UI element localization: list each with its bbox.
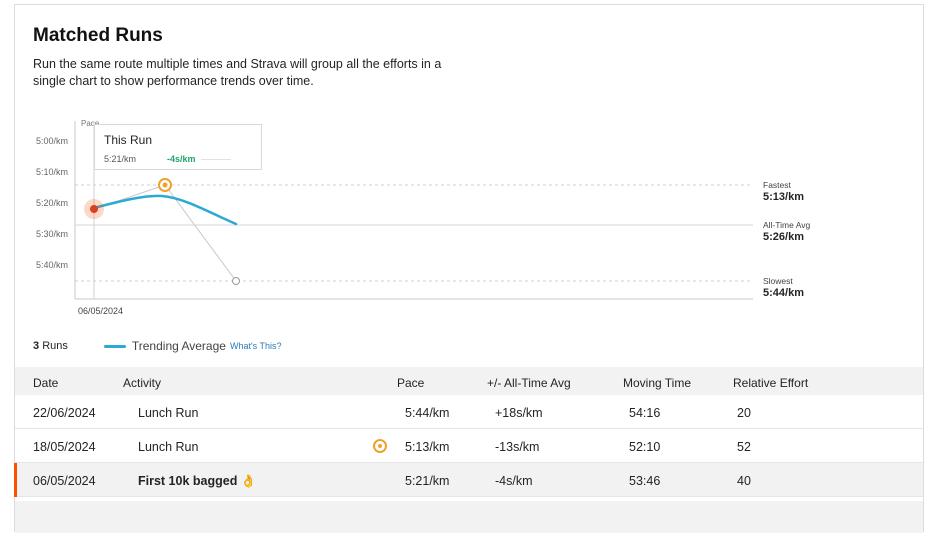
header-moving-time[interactable]: Moving Time (623, 376, 692, 390)
row-diff: -13s/km (495, 440, 540, 454)
run-count: 3 Runs (33, 340, 68, 352)
reference-label: All-Time Avg (763, 220, 811, 230)
slowest-point (232, 277, 240, 285)
whats-this-link[interactable]: What's This? (229, 341, 282, 351)
row-moving-time: 52:10 (629, 440, 661, 454)
y-tick-label: 5:10/km (36, 167, 68, 177)
tooltip-divider (201, 159, 231, 160)
y-tick-label: 5:20/km (36, 198, 68, 208)
table-row[interactable]: 18/05/2024 Lunch Run 5:13/km -13s/km 52:… (15, 429, 923, 463)
row-date: 06/05/2024 (33, 474, 96, 488)
reference-value: 5:26/km (763, 231, 804, 243)
reference-label: Slowest (763, 276, 793, 286)
table-header: Date Activity Pace +/- All-Time Avg Movi… (15, 367, 923, 395)
pace-chart: Pace 5:00/km 5:10/km 5:20/km 5:30/km 5:40/km… (36, 119, 811, 316)
row-activity-link[interactable]: Lunch Run (138, 440, 199, 454)
row-moving-time: 53:46 (629, 474, 661, 488)
trend-label: Trending Average (131, 339, 226, 353)
header-relative-effort[interactable]: Relative Effort (733, 376, 809, 390)
selected-indicator (14, 463, 17, 497)
row-diff: +18s/km (495, 406, 543, 420)
run-points (84, 178, 240, 285)
reference-lines (75, 184, 753, 282)
trend-swatch (103, 344, 126, 348)
point-connector (93, 184, 237, 282)
row-relative-effort: 20 (737, 406, 751, 420)
row-date: 18/05/2024 (33, 440, 96, 454)
description: Run the same route multiple times and St… (33, 57, 442, 88)
reference-label: Fastest (763, 180, 792, 190)
fastest-point-center (162, 182, 168, 188)
table-row[interactable]: 22/06/2024 Lunch Run 5:44/km +18s/km 54:… (15, 395, 923, 429)
row-relative-effort: 40 (737, 474, 751, 488)
reference-value: 5:44/km (763, 287, 804, 299)
y-tick-label: 5:30/km (36, 229, 68, 239)
selected-point (90, 205, 98, 213)
row-relative-effort: 52 (737, 440, 751, 454)
header-pace[interactable]: Pace (397, 376, 425, 390)
trend-line (92, 194, 238, 226)
row-pace: 5:21/km (405, 474, 450, 488)
y-axis-label: Pace (81, 119, 100, 128)
header-all-time-avg[interactable]: +/- All-Time Avg (487, 376, 571, 390)
this-run-tooltip: This Run 5:21/km -4s/km (94, 124, 262, 170)
y-tick-label: 5:40/km (36, 260, 68, 270)
table-footer (15, 501, 923, 533)
row-activity-link[interactable]: Lunch Run (138, 406, 199, 420)
page-title: Matched Runs (33, 25, 163, 46)
header-date[interactable]: Date (33, 376, 59, 390)
tooltip-title: This Run (104, 133, 153, 147)
x-tick-label: 06/05/2024 (78, 306, 123, 316)
tooltip-diff: -4s/km (167, 154, 196, 164)
row-diff: -4s/km (495, 474, 533, 488)
reference-value: 5:13/km (763, 191, 804, 203)
matched-runs-card: Matched Runs Run the same route multiple… (14, 4, 924, 533)
header-activity[interactable]: Activity (123, 376, 162, 390)
row-pace: 5:44/km (405, 406, 450, 420)
row-moving-time: 54:16 (629, 406, 661, 420)
tooltip-pace: 5:21/km (104, 154, 137, 164)
y-tick-labels: 5:00/km 5:10/km 5:20/km 5:30/km 5:40/km (36, 136, 68, 270)
row-activity-link[interactable]: First 10k bagged 👌 (138, 474, 257, 488)
row-pace: 5:13/km (405, 440, 450, 454)
table-row-selected[interactable]: 06/05/2024 First 10k bagged 👌 5:21/km -4… (14, 463, 923, 497)
y-tick-label: 5:00/km (36, 136, 68, 146)
row-date: 22/06/2024 (33, 406, 96, 420)
chart-legend: 3 Runs Trending Average What's This? (33, 339, 282, 353)
medal-icon (373, 439, 387, 453)
